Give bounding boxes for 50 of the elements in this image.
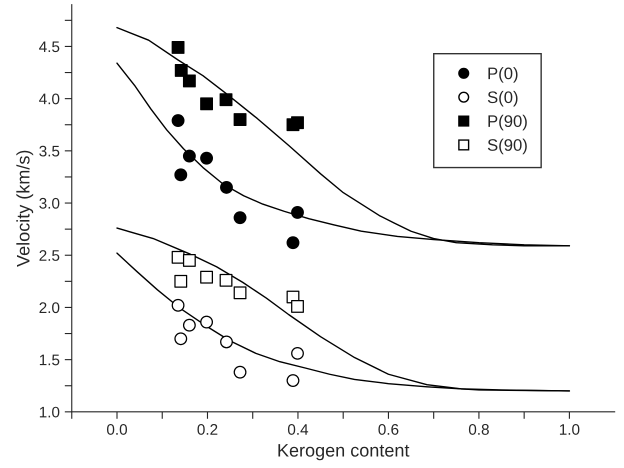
point [200, 270, 214, 284]
point [286, 374, 300, 387]
point [174, 64, 188, 77]
point [291, 116, 304, 130]
y-tick-label: 3.0 [39, 198, 60, 209]
point [234, 366, 246, 379]
point [220, 93, 232, 106]
point [286, 236, 300, 250]
point [234, 286, 246, 300]
point [291, 206, 304, 219]
y-tick-label: 4.0 [39, 94, 60, 104]
x-axis-title: Kerogen content [278, 444, 410, 460]
point [234, 113, 246, 126]
point [182, 150, 196, 162]
y-tick-label: 3.5 [39, 146, 60, 157]
point [174, 274, 188, 288]
point [220, 335, 233, 348]
legend-label: P(90) [488, 114, 527, 130]
y-tick-label: 2.5 [39, 250, 60, 261]
y-tick-label: 4.5 [39, 41, 60, 52]
y-tick-label: 1.5 [40, 354, 60, 366]
point [174, 332, 188, 346]
legend-label: S(0) [488, 90, 518, 106]
point [174, 168, 188, 182]
point [234, 211, 246, 224]
x-tick-label: 0.2 [197, 424, 218, 435]
point [291, 300, 304, 313]
x-tick-label: 0.4 [288, 424, 308, 435]
point [200, 97, 214, 110]
point [182, 74, 196, 88]
point [172, 298, 185, 312]
legend-label: S(90) [488, 138, 527, 154]
y-tick-label: 2.0 [39, 302, 60, 314]
point [172, 41, 185, 54]
point [172, 250, 185, 264]
point [220, 274, 232, 287]
point [220, 180, 233, 194]
point [291, 346, 304, 360]
y-tick-label: 1.0 [40, 406, 60, 418]
legend-label: P(0) [488, 67, 518, 83]
x-tick-label: 1.0 [560, 424, 580, 435]
point [182, 254, 196, 267]
point [172, 114, 185, 127]
x-tick-label: 0.6 [378, 424, 398, 435]
point [200, 152, 214, 165]
x-tick-label: 0.8 [468, 424, 489, 435]
x-tick-label: 0.0 [106, 424, 128, 435]
y-axis-title: Velocity (km/s) [16, 150, 34, 267]
point [182, 318, 196, 332]
point [200, 316, 214, 328]
